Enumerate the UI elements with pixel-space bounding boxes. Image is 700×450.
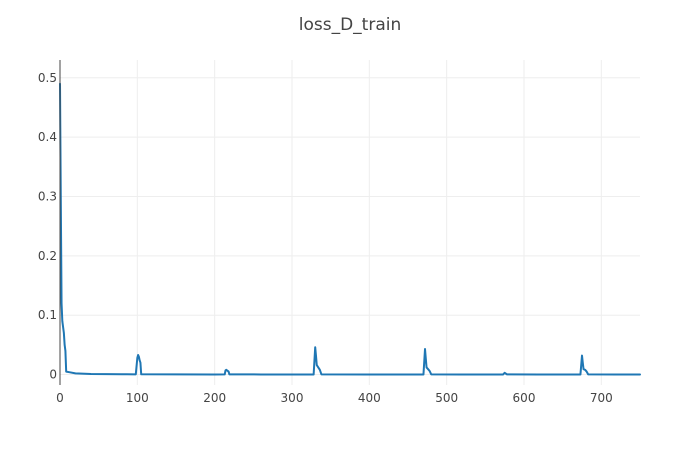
x-tick-label: 100 <box>126 391 149 405</box>
x-tick-label: 300 <box>281 391 304 405</box>
chart-title: loss_D_train <box>299 15 402 35</box>
x-tick-label: 0 <box>56 391 64 405</box>
y-tick-label: 0.4 <box>38 130 57 144</box>
tick-labels: 0 100 200 300 400 500 600 700 0 0.1 0.2 0.3 0.4 0.5 <box>38 71 613 405</box>
y-tick-label: 0.5 <box>38 71 57 85</box>
x-tick-label: 500 <box>435 391 458 405</box>
y-tick-label: 0 <box>49 368 57 382</box>
y-tick-label: 0.3 <box>38 190 57 204</box>
y-tick-label: 0.2 <box>38 249 57 263</box>
x-tick-label: 400 <box>358 391 381 405</box>
loss-series-line <box>59 82 641 376</box>
series-layer <box>59 82 641 376</box>
y-tick-label: 0.1 <box>38 308 57 322</box>
x-tick-label: 200 <box>203 391 226 405</box>
grid-lines <box>60 60 640 385</box>
x-tick-label: 600 <box>513 391 536 405</box>
x-tick-label: 700 <box>590 391 613 405</box>
